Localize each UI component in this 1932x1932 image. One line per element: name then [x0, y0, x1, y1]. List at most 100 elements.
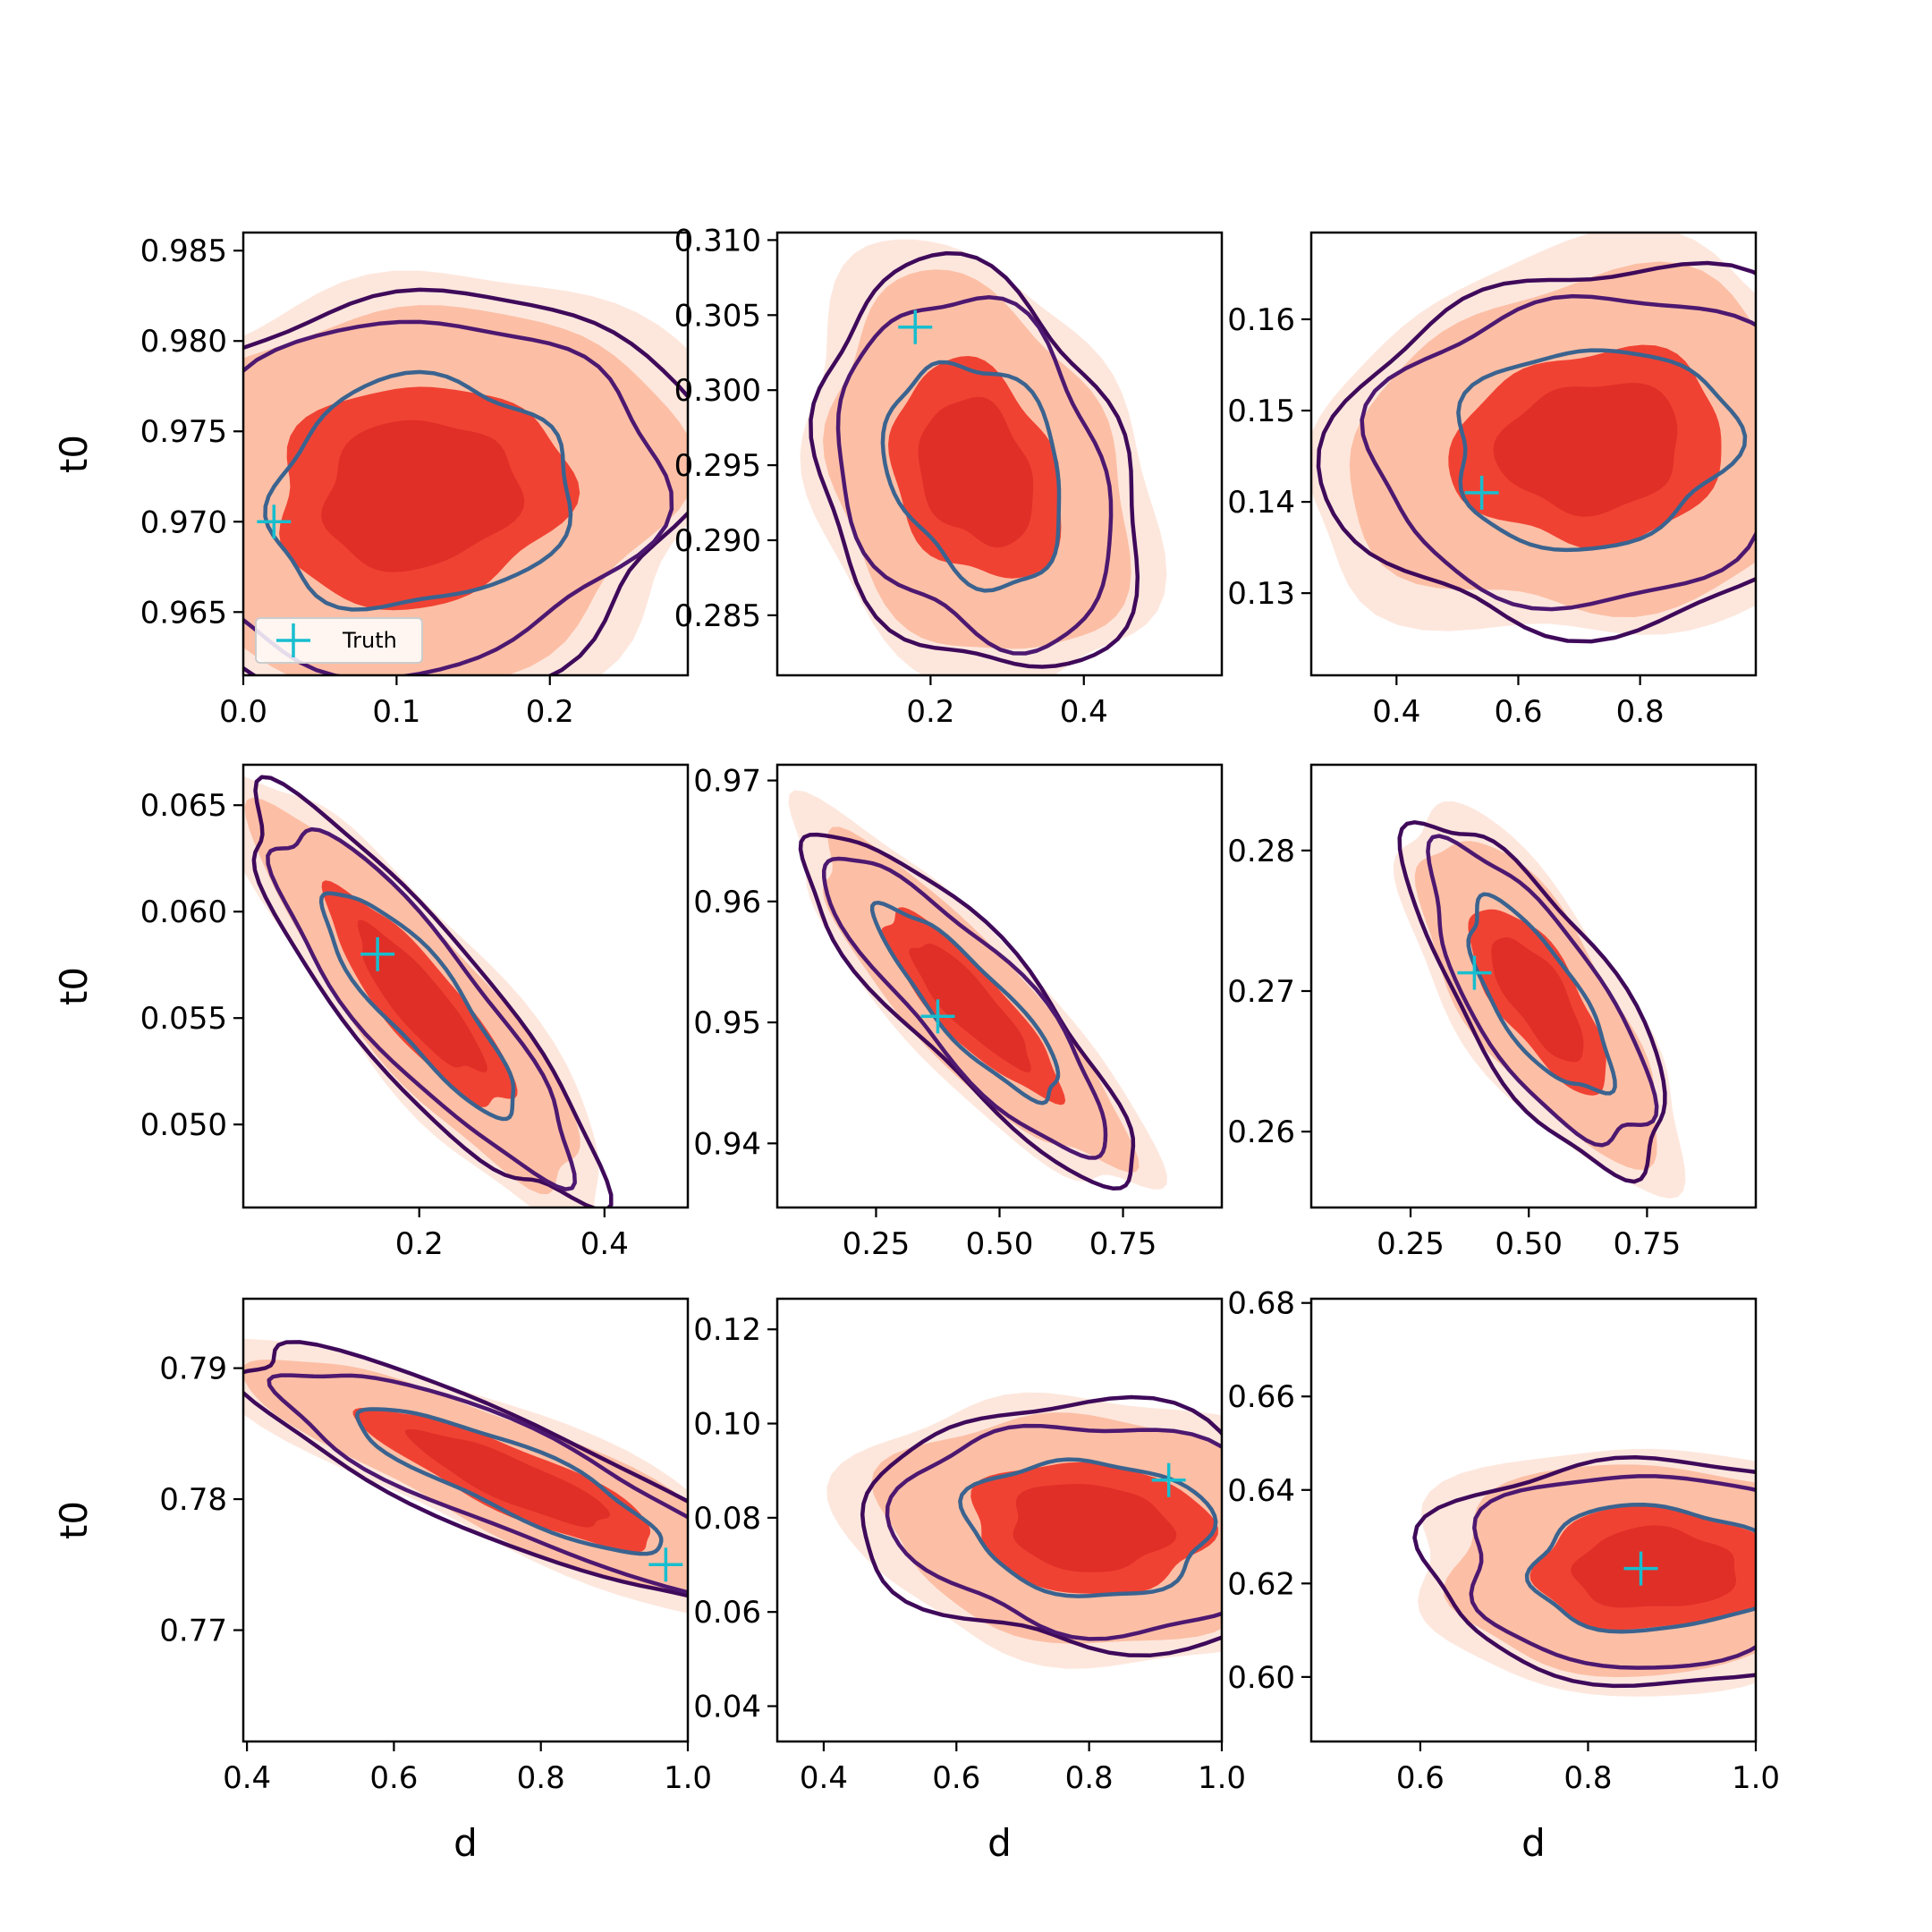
contour-line-2 [835, 295, 1114, 656]
truth-marker [1151, 1462, 1186, 1497]
y-tick-label: 0.04 [693, 1690, 761, 1725]
contour-line-2 [243, 319, 674, 675]
subplot-3: 0.4 0.6 0.8 0.13 0.14 0.15 0.16 [1227, 231, 1758, 730]
x-tick-label: 0.50 [966, 1226, 1034, 1262]
axes-frame [242, 1297, 690, 1743]
y-tick-label: 0.055 [140, 1001, 227, 1037]
x-tick-label: 0.75 [1089, 1226, 1157, 1262]
y-tick-label: 0.96 [693, 885, 761, 920]
contour-line-3 [958, 1457, 1218, 1598]
plot-area [243, 1338, 688, 1614]
y-tick-label: 0.62 [1227, 1566, 1295, 1602]
y-tick-label: 0.79 [159, 1352, 227, 1387]
contour-line-2 [885, 1423, 1222, 1641]
plot-area [243, 270, 688, 675]
density-fill-level-4 [321, 419, 525, 572]
contour-line-3 [869, 900, 1061, 1106]
y-tick-label: 0.28 [1227, 834, 1295, 869]
y-tick-label: 0.78 [159, 1482, 227, 1518]
subplot-8: 0.4 0.6 0.8 1.0 0.04 0.06 0.08 0.10 0.12 d [693, 1297, 1246, 1865]
y-tick-label: 0.06 [693, 1595, 761, 1631]
x-tick-label: 1.0 [664, 1760, 712, 1796]
x-tick-label: 1.0 [1732, 1760, 1780, 1796]
contour-line-3 [1456, 348, 1748, 553]
y-tick-label: 0.94 [693, 1126, 761, 1162]
y-tick-label: 0.985 [140, 233, 227, 269]
plot-area [1412, 1448, 1756, 1697]
y-tick-label: 0.295 [674, 448, 761, 484]
y-tick-label: 0.60 [1227, 1660, 1295, 1696]
x-tick-label: 0.8 [1065, 1760, 1114, 1796]
y-tick-label: 0.66 [1227, 1379, 1295, 1415]
x-axis-label: d [1521, 1821, 1546, 1865]
subplot-5: 0.25 0.50 0.75 0.94 0.95 0.96 0.97 [693, 764, 1224, 1262]
density-fill-level-4 [1571, 1525, 1736, 1608]
x-tick-label: 0.4 [223, 1760, 271, 1796]
y-axis-label: t0 [52, 1501, 96, 1539]
plot-area [243, 775, 614, 1208]
legend: Truth [255, 617, 423, 664]
y-tick-label: 0.970 [140, 504, 227, 540]
subplot-7: 0.4 0.6 0.8 1.0 0.77 0.78 0.79 d t0 [52, 1297, 712, 1865]
contour-line-3 [1466, 892, 1617, 1096]
contour-line-2 [266, 826, 577, 1191]
legend-box [255, 617, 423, 664]
x-tick-label: 0.2 [906, 694, 954, 730]
x-tick-label: 0.75 [1614, 1226, 1682, 1262]
contour-line-3 [1524, 1502, 1756, 1634]
y-tick-label: 0.26 [1227, 1114, 1295, 1150]
axes-frame [242, 763, 690, 1209]
truth-marker [648, 1547, 683, 1582]
x-tick-label: 1.0 [1198, 1760, 1246, 1796]
density-fill-level-4 [357, 919, 487, 1072]
contour-line-1 [1397, 820, 1667, 1184]
y-axis-label: t0 [52, 435, 96, 473]
plot-area [1393, 801, 1686, 1199]
x-tick-label: 0.4 [580, 1226, 629, 1262]
contour-line-3 [318, 891, 516, 1122]
density-fill-level-4 [909, 943, 1031, 1072]
density-fill-level-4 [1491, 936, 1584, 1063]
contour-line-2 [267, 1373, 688, 1595]
x-tick-label: 0.6 [1494, 694, 1542, 730]
density-fill-level-4 [1493, 383, 1678, 517]
y-tick-label: 0.10 [693, 1407, 761, 1443]
y-tick-label: 0.97 [693, 764, 761, 800]
subplot-4: 0.2 0.4 0.050 0.055 0.060 0.065 t0 [52, 763, 690, 1262]
y-tick-label: 0.16 [1227, 302, 1295, 338]
contour-line-2 [1360, 293, 1756, 612]
x-tick-label: 0.4 [800, 1760, 848, 1796]
y-tick-label: 0.68 [1227, 1286, 1295, 1322]
contour-line-2 [821, 856, 1108, 1160]
contour-line-1 [798, 832, 1136, 1191]
truth-marker [920, 999, 955, 1034]
y-tick-label: 0.64 [1227, 1473, 1295, 1509]
axes-frame [775, 231, 1224, 677]
contour-line-2 [1426, 834, 1659, 1148]
truth-marker [1623, 1551, 1658, 1586]
y-tick-label: 0.77 [159, 1614, 227, 1649]
contour-line-1 [809, 250, 1140, 669]
plot-area [1311, 233, 1756, 644]
contour-line-2 [1469, 1474, 1756, 1670]
density-fill-level-4 [918, 396, 1034, 548]
legend-truth-marker [276, 623, 310, 657]
axes-frame [775, 1297, 1224, 1743]
x-tick-label: 0.0 [219, 694, 267, 730]
x-tick-label: 0.25 [843, 1226, 911, 1262]
x-tick-label: 0.25 [1377, 1226, 1445, 1262]
y-tick-label: 0.15 [1227, 394, 1295, 429]
y-tick-label: 0.08 [693, 1501, 761, 1537]
x-tick-label: 0.8 [1616, 694, 1665, 730]
x-tick-label: 0.6 [932, 1760, 980, 1796]
subplot-6: 0.25 0.50 0.75 0.26 0.27 0.28 [1227, 763, 1758, 1262]
contour-line-3 [263, 369, 573, 612]
y-tick-label: 0.12 [693, 1312, 761, 1348]
truth-marker [360, 936, 395, 971]
y-tick-label: 0.27 [1227, 974, 1295, 1010]
y-tick-label: 0.95 [693, 1005, 761, 1041]
subplot-9: 0.6 0.8 1.0 0.60 0.62 0.64 0.66 0.68 d [1227, 1286, 1780, 1865]
y-tick-label: 0.050 [140, 1107, 227, 1143]
x-tick-label: 0.4 [1060, 694, 1108, 730]
truth-marker [257, 504, 292, 539]
